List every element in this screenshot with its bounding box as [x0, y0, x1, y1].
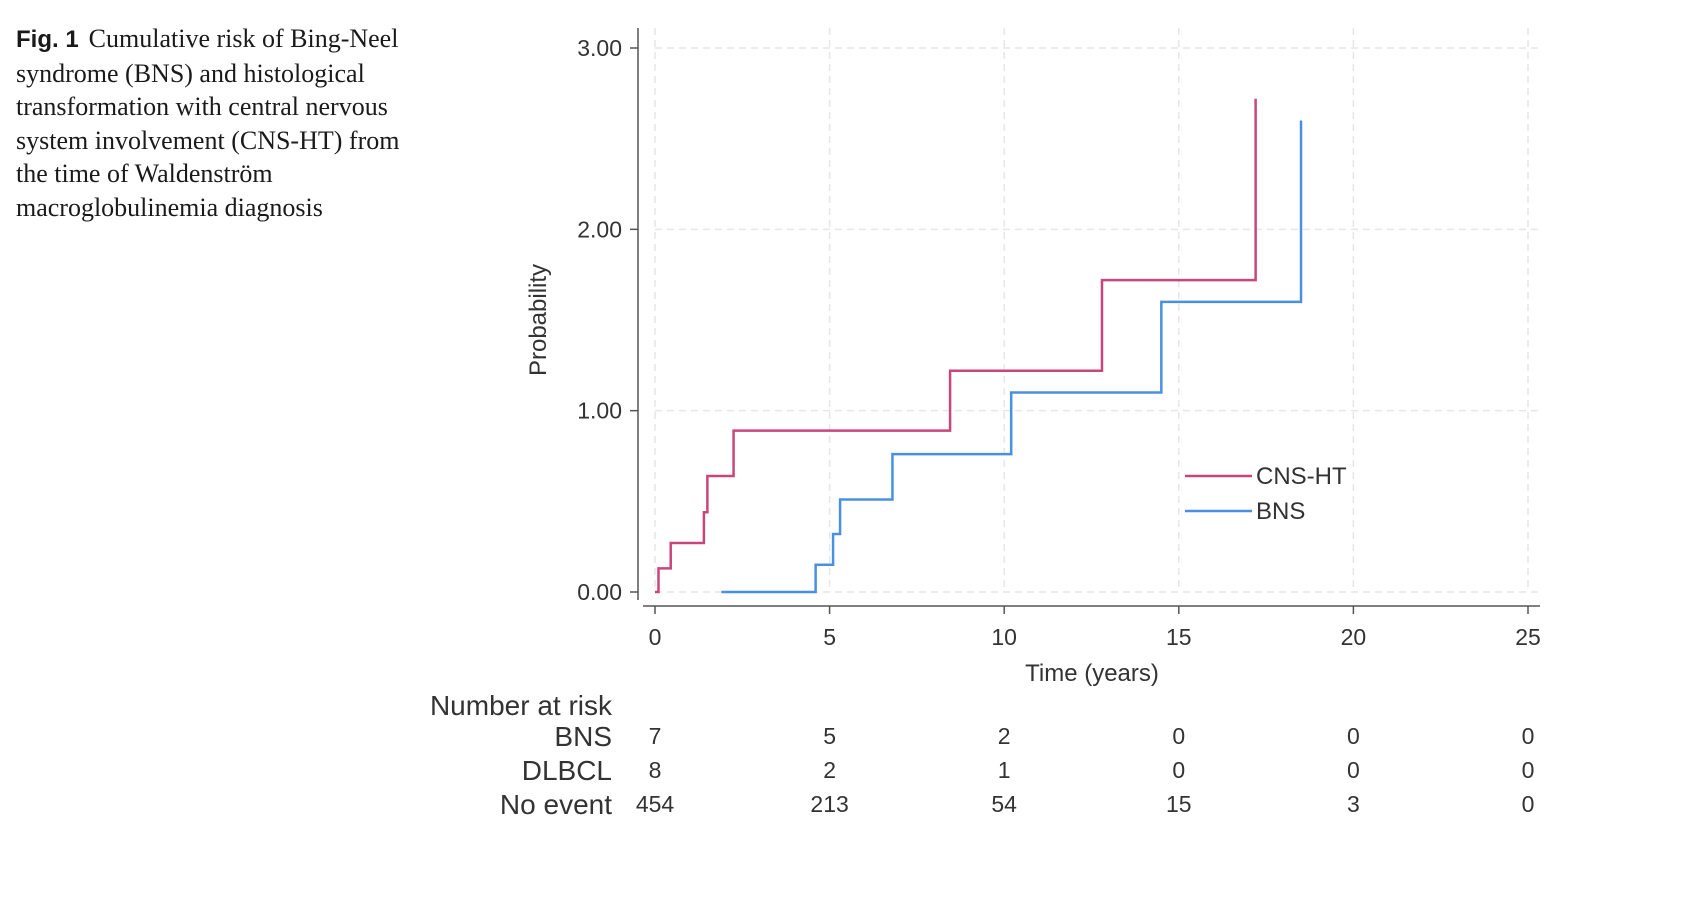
figure-label: Fig. 1: [16, 26, 79, 53]
risk-value: 0: [1522, 791, 1535, 817]
risk-value: 54: [991, 791, 1017, 817]
risk-value: 0: [1347, 757, 1360, 783]
risk-row-label: No event: [500, 789, 612, 820]
x-tick-label: 10: [991, 624, 1017, 650]
x-axis-title: Time (years): [1025, 660, 1159, 687]
risk-value: 2: [998, 723, 1011, 749]
risk-row-label: DLBCL: [522, 755, 612, 786]
legend: CNS-HT BNS: [1185, 463, 1347, 525]
risk-value: 8: [649, 757, 662, 783]
series-lines: [655, 98, 1303, 594]
legend-label-cns-ht: CNS-HT: [1256, 463, 1347, 490]
caption-text: Cumulative risk of Bing-Neel syndrome (B…: [16, 24, 400, 222]
number-at-risk-table: Number at risk BNS 7 5 2 0 0 0 DLBCL 8 2 1 0 0 0 No ev…: [430, 690, 1534, 820]
risk-value: 1: [998, 757, 1011, 783]
risk-value: 0: [1172, 757, 1185, 783]
grid-lines: [654, 28, 1538, 593]
risk-value: 0: [1522, 757, 1535, 783]
figure-caption: Fig. 1 Cumulative risk of Bing-Neel syndr…: [16, 22, 416, 224]
x-tick-label: 20: [1341, 624, 1367, 650]
risk-value: 454: [636, 791, 675, 817]
legend-label-bns: BNS: [1256, 498, 1305, 525]
x-tick-labels: 0 5 10 15 20 25: [649, 624, 1541, 650]
x-tick-label: 25: [1515, 624, 1541, 650]
series-line-bns: [721, 120, 1303, 594]
axes: [630, 28, 1540, 614]
risk-row-label: BNS: [554, 721, 612, 752]
risk-value: 2: [823, 757, 836, 783]
series-line-cns-ht: [655, 98, 1257, 594]
risk-value: 3: [1347, 791, 1360, 817]
risk-value: 5: [823, 723, 836, 749]
y-tick-label: 2.00: [577, 216, 622, 242]
risk-value: 15: [1166, 791, 1192, 817]
risk-value: 213: [810, 791, 848, 817]
y-tick-label: 0.00: [577, 579, 622, 605]
y-tick-label: 1.00: [577, 398, 622, 424]
risk-value: 7: [649, 723, 662, 749]
risk-value: 0: [1172, 723, 1185, 749]
risk-table-title: Number at risk: [430, 690, 613, 721]
x-tick-label: 0: [649, 624, 662, 650]
y-tick-labels: 0.00 1.00 2.00 3.00: [577, 35, 622, 605]
y-tick-label: 3.00: [577, 35, 622, 61]
x-tick-label: 15: [1166, 624, 1192, 650]
risk-value: 0: [1347, 723, 1360, 749]
x-tick-label: 5: [823, 624, 836, 650]
y-axis-title: Probability: [525, 264, 552, 376]
risk-value: 0: [1522, 723, 1535, 749]
